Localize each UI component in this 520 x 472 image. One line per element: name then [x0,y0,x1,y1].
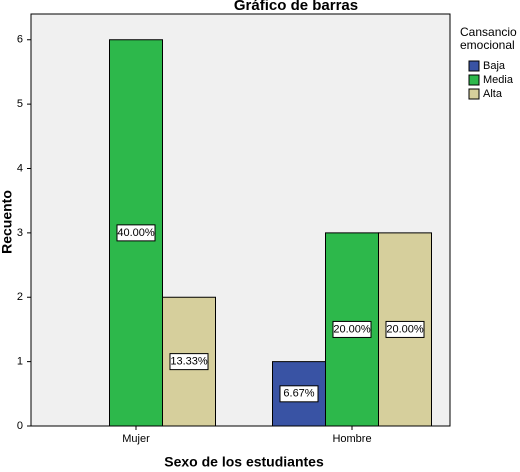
y-tick-label: 4 [17,162,23,174]
legend-label: Alta [483,88,503,100]
value-label: 20.00% [333,323,371,335]
value-label: 13.33% [170,356,208,368]
value-label: 20.00% [386,323,424,335]
legend-label: Baja [483,60,506,72]
value-label-box [169,353,209,371]
chart-title: Gráfico de barras [234,0,358,14]
value-label-box [385,320,425,338]
legend-swatch [468,88,480,100]
value-label-box [279,385,319,403]
y-axis-title: Recuento [0,190,15,254]
value-label-box [332,320,372,338]
y-tick-label: 6 [17,34,23,46]
value-label: 40.00% [117,227,155,239]
y-tick-label: 5 [17,98,23,110]
value-label: 6.67% [283,388,314,400]
legend-title: emocional [460,38,515,52]
x-axis-title: Sexo de los estudiantes [164,454,324,470]
value-label-box [116,224,156,242]
y-tick-label: 0 [17,420,23,432]
legend-label: Media [483,74,514,86]
x-tick-label: Hombre [332,433,371,445]
legend-swatch [468,74,480,86]
y-tick-label: 3 [17,227,23,239]
y-tick-label: 1 [17,356,23,368]
legend-title: Cansancio [460,25,517,39]
legend-swatch [468,60,480,72]
y-tick-label: 2 [17,291,23,303]
x-tick-label: Mujer [122,433,150,445]
